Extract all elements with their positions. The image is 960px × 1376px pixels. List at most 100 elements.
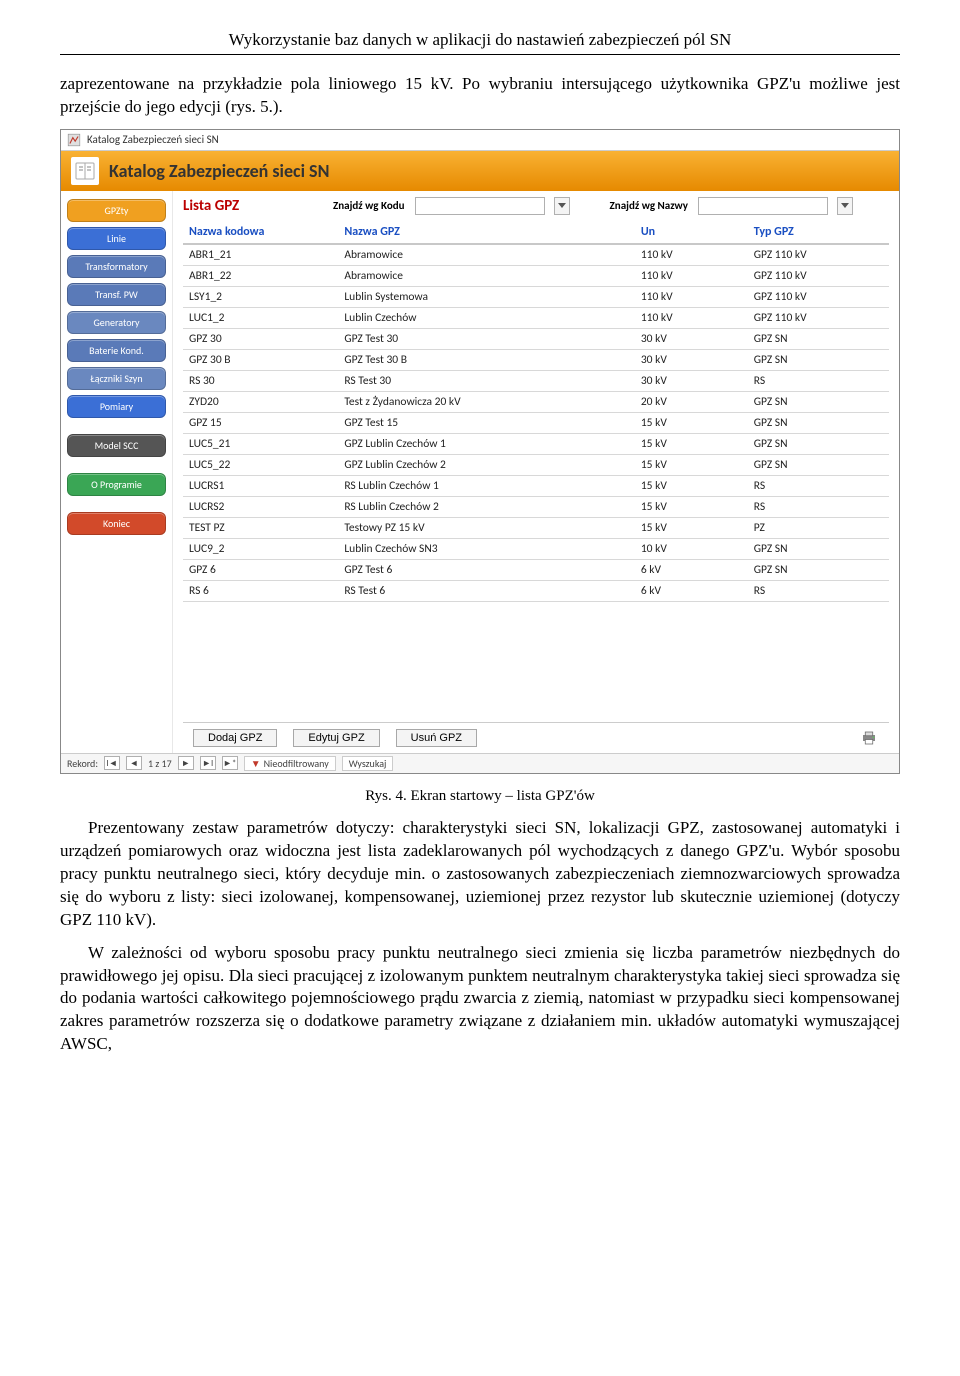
table-row[interactable]: RS 6RS Test 66 kVRS xyxy=(183,580,889,601)
sidebar-item-exit[interactable]: Koniec xyxy=(67,512,166,535)
cell-un: 15 kV xyxy=(635,454,748,475)
nav-next-button[interactable]: ► xyxy=(178,756,194,770)
cell-typ: GPZ 110 kV xyxy=(748,286,889,307)
cell-name: GPZ Test 15 xyxy=(338,412,635,433)
cell-name: RS Lublin Czechów 2 xyxy=(338,496,635,517)
cell-code: LUC5_21 xyxy=(183,433,338,454)
paragraph-intro: zaprezentowane na przykładzie pola linio… xyxy=(60,73,900,119)
edit-gpz-button[interactable]: Edytuj GPZ xyxy=(293,729,379,747)
search-name-dropdown[interactable] xyxy=(837,197,853,215)
table-row[interactable]: LUC9_2Lublin Czechów SN310 kVGPZ SN xyxy=(183,538,889,559)
chevron-down-icon xyxy=(558,203,566,208)
table-row[interactable]: LUC5_22GPZ Lublin Czechów 215 kVGPZ SN xyxy=(183,454,889,475)
search-code-dropdown[interactable] xyxy=(554,197,570,215)
main-area: Lista GPZ Znajdź wg Kodu Znajdź wg Nazwy… xyxy=(173,191,899,753)
sidebar-item-transf-pw[interactable]: Transf. PW xyxy=(67,283,166,306)
table-row[interactable]: LUCRS2RS Lublin Czechów 215 kVRS xyxy=(183,496,889,517)
paragraph-3: W zależności od wyboru sposobu pracy pun… xyxy=(60,942,900,1057)
sidebar-item-laczniki[interactable]: Łączniki Szyn xyxy=(67,367,166,390)
table-row[interactable]: ZYD20Test z Żydanowicza 20 kV20 kVGPZ SN xyxy=(183,391,889,412)
list-title: Lista GPZ xyxy=(183,197,323,215)
cell-name: Abramowice xyxy=(338,244,635,266)
cell-name: Test z Żydanowicza 20 kV xyxy=(338,391,635,412)
cell-un: 6 kV xyxy=(635,559,748,580)
action-bar: Dodaj GPZ Edytuj GPZ Usuń GPZ xyxy=(183,722,889,749)
doc-header: Wykorzystanie baz danych w aplikacji do … xyxy=(60,30,900,55)
cell-name: GPZ Lublin Czechów 2 xyxy=(338,454,635,475)
cell-code: ZYD20 xyxy=(183,391,338,412)
printer-icon[interactable] xyxy=(859,729,879,747)
search-by-name-input[interactable] xyxy=(698,197,828,215)
delete-gpz-button[interactable]: Usuń GPZ xyxy=(396,729,477,747)
cell-code: ABR1_22 xyxy=(183,265,338,286)
cell-name: GPZ Test 6 xyxy=(338,559,635,580)
table-row[interactable]: TEST PZTestowy PZ 15 kV15 kVPZ xyxy=(183,517,889,538)
nav-prev-button[interactable]: ◄ xyxy=(126,756,142,770)
sidebar-item-about[interactable]: O Programie xyxy=(67,473,166,496)
search-chip[interactable]: Wyszukaj xyxy=(342,756,394,771)
cell-typ: GPZ SN xyxy=(748,538,889,559)
table-row[interactable]: GPZ 30GPZ Test 3030 kVGPZ SN xyxy=(183,328,889,349)
search-by-code-label: Znajdź wg Kodu xyxy=(333,199,405,212)
table-row[interactable]: GPZ 15GPZ Test 1515 kVGPZ SN xyxy=(183,412,889,433)
search-by-code-input[interactable] xyxy=(415,197,545,215)
cell-un: 15 kV xyxy=(635,496,748,517)
table-row[interactable]: LUC1_2Lublin Czechów110 kVGPZ 110 kV xyxy=(183,307,889,328)
add-gpz-button[interactable]: Dodaj GPZ xyxy=(193,729,277,747)
cell-code: GPZ 6 xyxy=(183,559,338,580)
sidebar: GPZty Linie Transformatory Transf. PW Ge… xyxy=(61,191,173,753)
cell-name: GPZ Test 30 xyxy=(338,328,635,349)
cell-code: LUC9_2 xyxy=(183,538,338,559)
figure-caption: Rys. 4. Ekran startowy – lista GPZ'ów xyxy=(60,788,900,805)
app-body: GPZty Linie Transformatory Transf. PW Ge… xyxy=(61,191,899,753)
cell-code: LSY1_2 xyxy=(183,286,338,307)
col-header-code[interactable]: Nazwa kodowa xyxy=(183,221,338,244)
sidebar-item-generatory[interactable]: Generatory xyxy=(67,311,166,334)
cell-code: GPZ 30 xyxy=(183,328,338,349)
cell-typ: GPZ SN xyxy=(748,433,889,454)
nav-new-button[interactable]: ►* xyxy=(222,756,238,770)
table-row[interactable]: GPZ 6GPZ Test 66 kVGPZ SN xyxy=(183,559,889,580)
cell-code: LUC5_22 xyxy=(183,454,338,475)
cell-code: LUC1_2 xyxy=(183,307,338,328)
chevron-down-icon xyxy=(841,203,849,208)
gpz-table: Nazwa kodowa Nazwa GPZ Un Typ GPZ ABR1_2… xyxy=(183,221,889,602)
table-row[interactable]: RS 30RS Test 3030 kVRS xyxy=(183,370,889,391)
sidebar-item-linie[interactable]: Linie xyxy=(67,227,166,250)
cell-typ: RS xyxy=(748,496,889,517)
table-row[interactable]: ABR1_22Abramowice110 kVGPZ 110 kV xyxy=(183,265,889,286)
cell-un: 30 kV xyxy=(635,328,748,349)
cell-name: Abramowice xyxy=(338,265,635,286)
cell-un: 15 kV xyxy=(635,517,748,538)
sidebar-item-baterie[interactable]: Baterie Kond. xyxy=(67,339,166,362)
table-row[interactable]: LUC5_21GPZ Lublin Czechów 115 kVGPZ SN xyxy=(183,433,889,454)
page-header: Katalog Zabezpieczeń sieci SN xyxy=(61,151,899,191)
cell-code: LUCRS2 xyxy=(183,496,338,517)
nav-last-button[interactable]: ►I xyxy=(200,756,216,770)
nav-first-button[interactable]: I◄ xyxy=(104,756,120,770)
col-header-un[interactable]: Un xyxy=(635,221,748,244)
search-by-name-label: Znajdź wg Nazwy xyxy=(610,199,688,212)
cell-name: Lublin Systemowa xyxy=(338,286,635,307)
filter-chip[interactable]: ▼ Nieodfiltrowany xyxy=(244,756,336,771)
table-row[interactable]: ABR1_21Abramowice110 kVGPZ 110 kV xyxy=(183,244,889,266)
sidebar-item-pomiary[interactable]: Pomiary xyxy=(67,395,166,418)
cell-typ: GPZ 110 kV xyxy=(748,265,889,286)
sidebar-item-gpzty[interactable]: GPZty xyxy=(67,199,166,222)
sidebar-item-transformatory[interactable]: Transformatory xyxy=(67,255,166,278)
cell-name: RS Lublin Czechów 1 xyxy=(338,475,635,496)
col-header-name[interactable]: Nazwa GPZ xyxy=(338,221,635,244)
col-header-typ[interactable]: Typ GPZ xyxy=(748,221,889,244)
cell-code: TEST PZ xyxy=(183,517,338,538)
sidebar-item-model-scc[interactable]: Model SCC xyxy=(67,434,166,457)
cell-un: 20 kV xyxy=(635,391,748,412)
table-row[interactable]: GPZ 30 BGPZ Test 30 B30 kVGPZ SN xyxy=(183,349,889,370)
cell-name: Lublin Czechów SN3 xyxy=(338,538,635,559)
cell-un: 15 kV xyxy=(635,412,748,433)
cell-name: Lublin Czechów xyxy=(338,307,635,328)
cell-code: RS 6 xyxy=(183,580,338,601)
cell-name: Testowy PZ 15 kV xyxy=(338,517,635,538)
table-row[interactable]: LUCRS1RS Lublin Czechów 115 kVRS xyxy=(183,475,889,496)
table-row[interactable]: LSY1_2Lublin Systemowa110 kVGPZ 110 kV xyxy=(183,286,889,307)
app-icon xyxy=(67,133,81,147)
